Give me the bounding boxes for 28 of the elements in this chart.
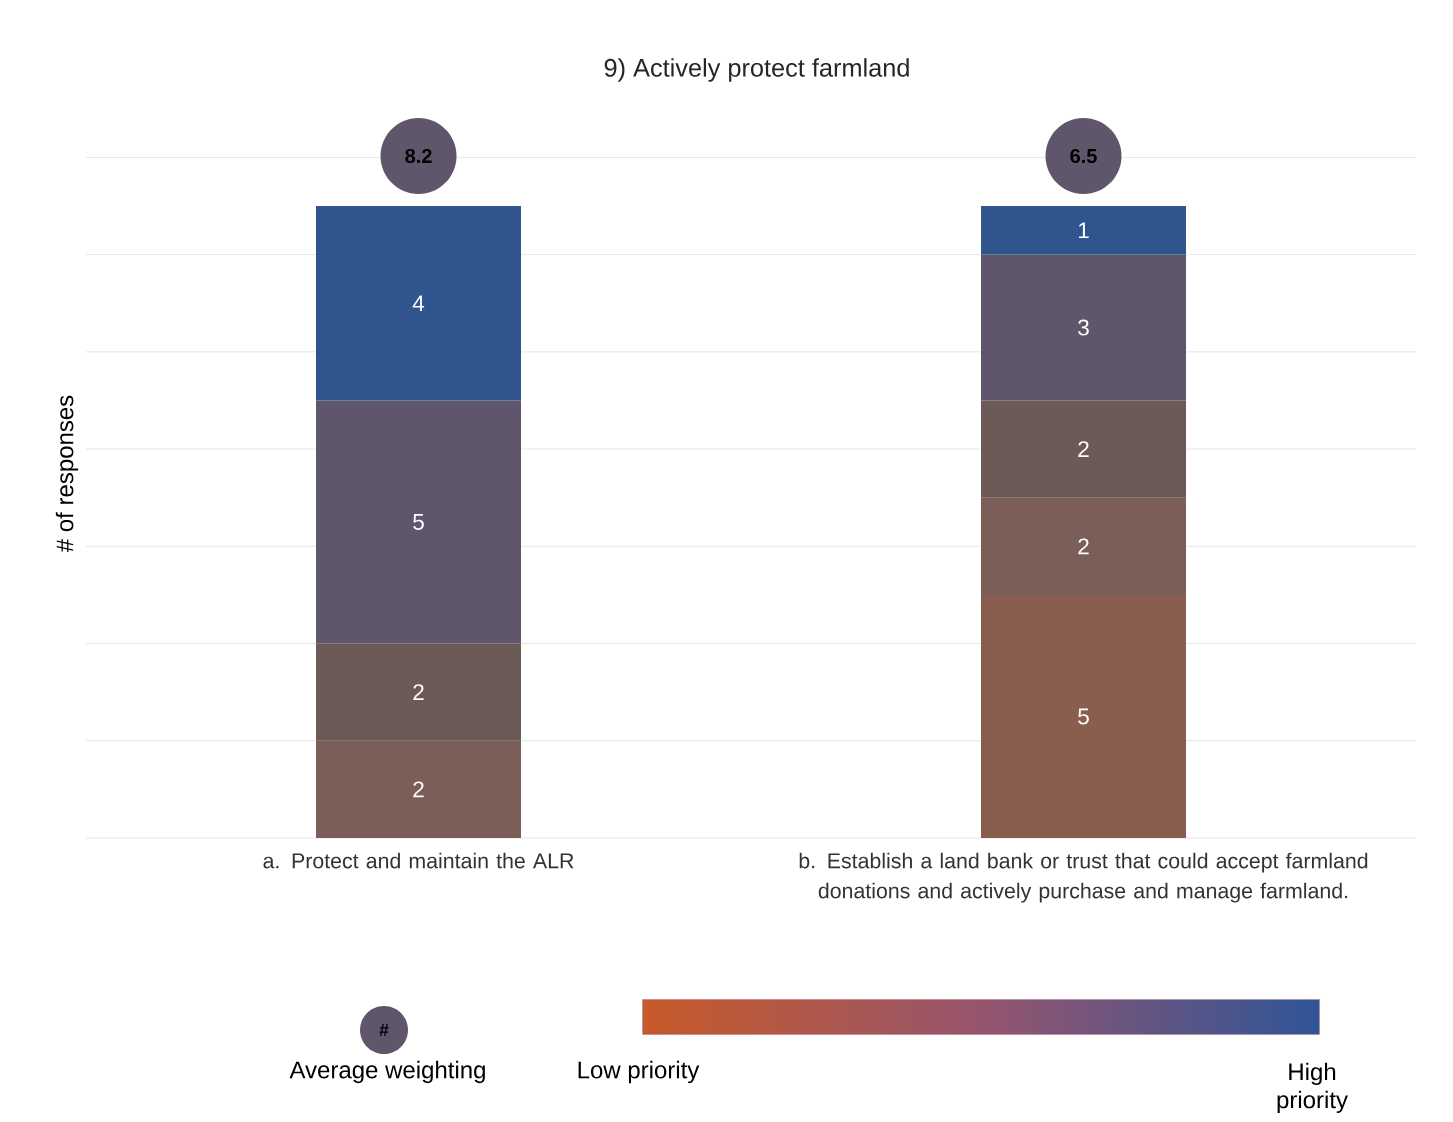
data-label: 2 (413, 684, 424, 701)
text: 6.5 (1070, 148, 1097, 164)
y-axis-title: # of responses (55, 395, 79, 553)
chart-title: 9) Actively protect farmland (604, 58, 909, 82)
text: High priority (1277, 1062, 1348, 1114)
bar (316, 205, 521, 401)
bar (981, 400, 1187, 498)
data-label: 3 (1078, 319, 1089, 336)
bar (316, 643, 521, 741)
data-label: 2 (413, 781, 424, 798)
text: Average weighting (289, 1060, 485, 1084)
bar (316, 740, 521, 838)
bar (316, 400, 521, 644)
bar (981, 594, 1187, 838)
data-label: 5 (1078, 708, 1089, 725)
data-label: 5 (413, 514, 424, 530)
text: Low priority (578, 1060, 700, 1084)
x-tick-label: b. Establish a land bank or trust that could accept farmland donations and actively purchase and manage farmland. (799, 852, 1368, 903)
bar (981, 205, 1187, 255)
data-label: 2 (1078, 441, 1089, 457)
text: # (379, 1024, 389, 1036)
bar (981, 254, 1187, 401)
data-label: 4 (412, 295, 425, 312)
data-label: 1 (1078, 222, 1089, 239)
data-label: 2 (1078, 538, 1089, 555)
x-tick-label: a. Protect and maintain the ALR (263, 852, 574, 869)
bar (981, 497, 1187, 595)
text: 8.2 (405, 148, 432, 164)
